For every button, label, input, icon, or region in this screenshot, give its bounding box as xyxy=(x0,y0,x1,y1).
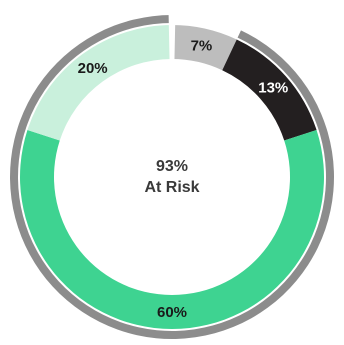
donut-slice-3 xyxy=(27,25,173,141)
donut-slice-1 xyxy=(222,39,317,141)
center-text: At Risk xyxy=(144,179,199,196)
slice-labels: 7% 13% 60% 20% xyxy=(78,37,289,321)
donut-slice-2 xyxy=(19,130,324,330)
at-risk-outer-ring xyxy=(9,15,334,340)
center-value: 93% xyxy=(156,158,188,175)
outer-ring-arc xyxy=(9,15,334,340)
slice-label-1: 13% xyxy=(258,80,288,97)
slice-label-2: 60% xyxy=(157,304,187,321)
slice-gap xyxy=(168,12,176,62)
donut-slices xyxy=(19,12,324,330)
slice-label-0: 7% xyxy=(191,37,213,54)
donut-slice-0 xyxy=(172,25,237,71)
slice-label-3: 20% xyxy=(78,60,108,77)
